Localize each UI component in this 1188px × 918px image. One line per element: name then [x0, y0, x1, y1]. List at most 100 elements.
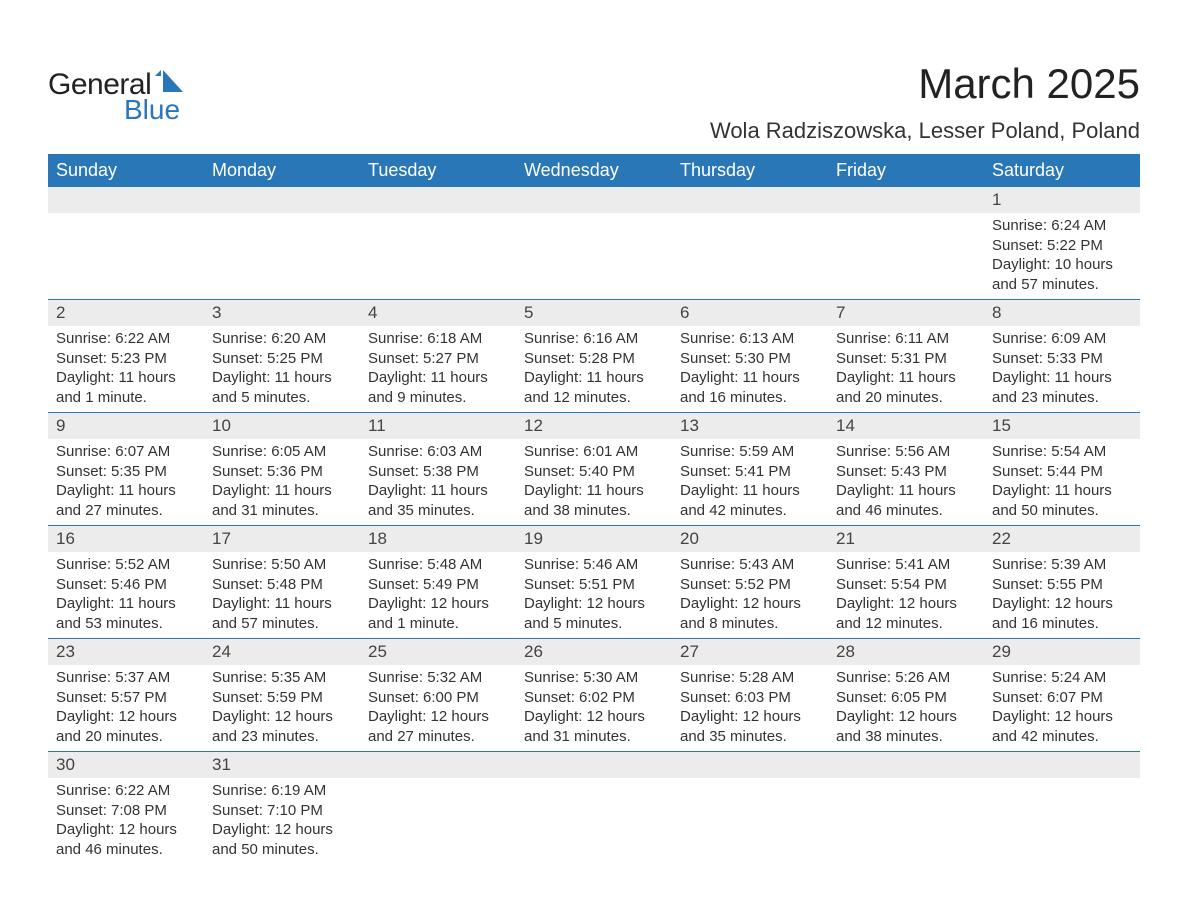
sunset-text: Sunset: 5:23 PM	[56, 349, 196, 369]
day-cell: Sunrise: 5:48 AMSunset: 5:49 PMDaylight:…	[360, 552, 516, 638]
sunset-text: Sunset: 6:02 PM	[524, 688, 664, 708]
daylight-text: Daylight: 11 hours and 9 minutes.	[368, 368, 508, 407]
daylight-text: Daylight: 12 hours and 20 minutes.	[56, 707, 196, 746]
daylight-text: Daylight: 12 hours and 5 minutes.	[524, 594, 664, 633]
sunset-text: Sunset: 5:22 PM	[992, 236, 1132, 256]
sunset-text: Sunset: 5:46 PM	[56, 575, 196, 595]
day-cell: Sunrise: 5:52 AMSunset: 5:46 PMDaylight:…	[48, 552, 204, 638]
sunset-text: Sunset: 5:33 PM	[992, 349, 1132, 369]
day-cell: Sunrise: 5:39 AMSunset: 5:55 PMDaylight:…	[984, 552, 1140, 638]
day-cell: Sunrise: 5:41 AMSunset: 5:54 PMDaylight:…	[828, 552, 984, 638]
day-cell	[672, 778, 828, 864]
daylight-text: Daylight: 12 hours and 23 minutes.	[212, 707, 352, 746]
sunrise-text: Sunrise: 6:24 AM	[992, 216, 1132, 236]
day-cell: Sunrise: 5:59 AMSunset: 5:41 PMDaylight:…	[672, 439, 828, 525]
day-number: 20	[672, 526, 828, 552]
sunset-text: Sunset: 5:49 PM	[368, 575, 508, 595]
sunrise-text: Sunrise: 6:13 AM	[680, 329, 820, 349]
day-cell	[828, 213, 984, 299]
sunrise-text: Sunrise: 5:50 AM	[212, 555, 352, 575]
daylight-text: Daylight: 11 hours and 50 minutes.	[992, 481, 1132, 520]
day-content-row: Sunrise: 6:22 AMSunset: 7:08 PMDaylight:…	[48, 778, 1140, 864]
sunrise-text: Sunrise: 5:32 AM	[368, 668, 508, 688]
day-number: 6	[672, 300, 828, 326]
day-number: 11	[360, 413, 516, 439]
day-cell: Sunrise: 5:37 AMSunset: 5:57 PMDaylight:…	[48, 665, 204, 751]
sunset-text: Sunset: 5:57 PM	[56, 688, 196, 708]
daylight-text: Daylight: 11 hours and 38 minutes.	[524, 481, 664, 520]
title-block: March 2025 Wola Radziszowska, Lesser Pol…	[710, 60, 1140, 144]
day-content-row: Sunrise: 6:07 AMSunset: 5:35 PMDaylight:…	[48, 439, 1140, 525]
daylight-text: Daylight: 12 hours and 16 minutes.	[992, 594, 1132, 633]
sunrise-text: Sunrise: 5:46 AM	[524, 555, 664, 575]
day-number	[204, 187, 360, 213]
day-number: 15	[984, 413, 1140, 439]
day-number: 4	[360, 300, 516, 326]
day-number: 25	[360, 639, 516, 665]
daylight-text: Daylight: 11 hours and 57 minutes.	[212, 594, 352, 633]
day-cell	[204, 213, 360, 299]
day-cell	[828, 778, 984, 864]
sunrise-text: Sunrise: 5:39 AM	[992, 555, 1132, 575]
sunrise-text: Sunrise: 5:41 AM	[836, 555, 976, 575]
day-number: 23	[48, 639, 204, 665]
day-cell	[360, 778, 516, 864]
sunrise-text: Sunrise: 5:37 AM	[56, 668, 196, 688]
sunrise-text: Sunrise: 6:22 AM	[56, 781, 196, 801]
daylight-text: Daylight: 11 hours and 12 minutes.	[524, 368, 664, 407]
day-cell: Sunrise: 6:19 AMSunset: 7:10 PMDaylight:…	[204, 778, 360, 864]
day-number	[984, 752, 1140, 778]
daylight-text: Daylight: 11 hours and 23 minutes.	[992, 368, 1132, 407]
day-cell	[984, 778, 1140, 864]
sunrise-text: Sunrise: 6:20 AM	[212, 329, 352, 349]
sunset-text: Sunset: 5:51 PM	[524, 575, 664, 595]
sunrise-text: Sunrise: 5:24 AM	[992, 668, 1132, 688]
day-cell: Sunrise: 6:24 AMSunset: 5:22 PMDaylight:…	[984, 213, 1140, 299]
sunrise-text: Sunrise: 6:19 AM	[212, 781, 352, 801]
day-cell	[360, 213, 516, 299]
day-content-row: Sunrise: 5:52 AMSunset: 5:46 PMDaylight:…	[48, 552, 1140, 638]
day-cell: Sunrise: 5:54 AMSunset: 5:44 PMDaylight:…	[984, 439, 1140, 525]
day-number-row: 1	[48, 187, 1140, 213]
day-number: 12	[516, 413, 672, 439]
day-cell	[516, 778, 672, 864]
day-cell: Sunrise: 5:50 AMSunset: 5:48 PMDaylight:…	[204, 552, 360, 638]
sunrise-text: Sunrise: 5:48 AM	[368, 555, 508, 575]
sunrise-text: Sunrise: 6:07 AM	[56, 442, 196, 462]
daylight-text: Daylight: 11 hours and 31 minutes.	[212, 481, 352, 520]
daylight-text: Daylight: 12 hours and 31 minutes.	[524, 707, 664, 746]
sunset-text: Sunset: 5:28 PM	[524, 349, 664, 369]
day-number-row: 9101112131415	[48, 412, 1140, 439]
day-cell: Sunrise: 6:16 AMSunset: 5:28 PMDaylight:…	[516, 326, 672, 412]
daylight-text: Daylight: 11 hours and 20 minutes.	[836, 368, 976, 407]
day-number	[828, 187, 984, 213]
sunset-text: Sunset: 6:07 PM	[992, 688, 1132, 708]
sunset-text: Sunset: 5:43 PM	[836, 462, 976, 482]
day-number: 13	[672, 413, 828, 439]
sunrise-text: Sunrise: 5:59 AM	[680, 442, 820, 462]
day-number	[672, 187, 828, 213]
sunset-text: Sunset: 5:27 PM	[368, 349, 508, 369]
daylight-text: Daylight: 12 hours and 50 minutes.	[212, 820, 352, 859]
daylight-text: Daylight: 11 hours and 53 minutes.	[56, 594, 196, 633]
day-number-row: 16171819202122	[48, 525, 1140, 552]
sunset-text: Sunset: 5:44 PM	[992, 462, 1132, 482]
daylight-text: Daylight: 12 hours and 27 minutes.	[368, 707, 508, 746]
daylight-text: Daylight: 11 hours and 1 minute.	[56, 368, 196, 407]
day-number: 3	[204, 300, 360, 326]
day-content-row: Sunrise: 5:37 AMSunset: 5:57 PMDaylight:…	[48, 665, 1140, 751]
daylight-text: Daylight: 11 hours and 16 minutes.	[680, 368, 820, 407]
day-number: 31	[204, 752, 360, 778]
day-number: 10	[204, 413, 360, 439]
sunrise-text: Sunrise: 6:05 AM	[212, 442, 352, 462]
sunset-text: Sunset: 6:00 PM	[368, 688, 508, 708]
day-number: 29	[984, 639, 1140, 665]
day-number: 9	[48, 413, 204, 439]
daylight-text: Daylight: 12 hours and 46 minutes.	[56, 820, 196, 859]
day-cell: Sunrise: 5:24 AMSunset: 6:07 PMDaylight:…	[984, 665, 1140, 751]
sunset-text: Sunset: 5:36 PM	[212, 462, 352, 482]
sunset-text: Sunset: 5:55 PM	[992, 575, 1132, 595]
sunset-text: Sunset: 7:08 PM	[56, 801, 196, 821]
day-cell	[516, 213, 672, 299]
day-number: 16	[48, 526, 204, 552]
